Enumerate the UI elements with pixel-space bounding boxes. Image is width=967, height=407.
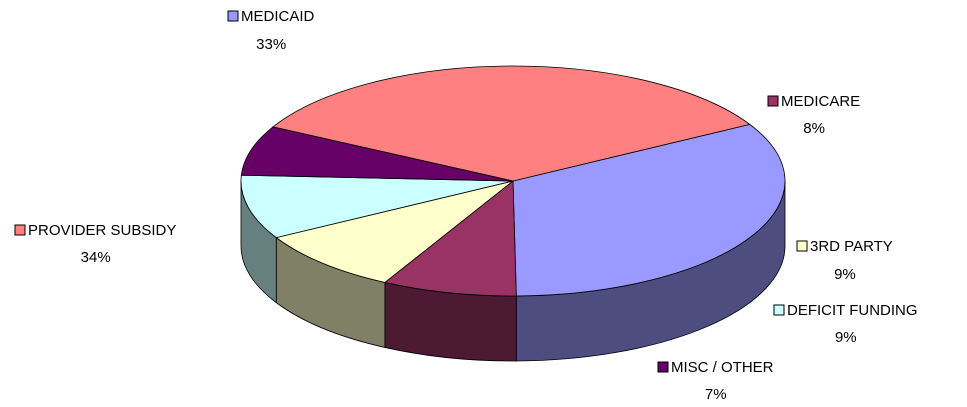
data-label-3rd-party: 3RD PARTY 9% <box>796 238 893 283</box>
slice-percent: 33% <box>256 36 286 53</box>
slice-name: MISC / OTHER <box>671 359 774 376</box>
label-swatch <box>14 224 26 236</box>
label-swatch <box>767 95 779 107</box>
slice-percent: 9% <box>834 266 856 283</box>
slice-percent: 34% <box>81 249 111 266</box>
slice-name: 3RD PARTY <box>810 238 893 255</box>
pie-slice-medicaid <box>512 123 786 297</box>
label-swatch <box>796 240 808 252</box>
data-label-provider-subsidy: PROVIDER SUBSIDY 34% <box>14 222 176 266</box>
pie-top <box>240 65 786 297</box>
slice-name: DEFICIT FUNDING <box>787 302 918 319</box>
data-label-misc-other: MISC / OTHER 7% <box>657 359 774 403</box>
slice-name: PROVIDER SUBSIDY <box>28 222 176 239</box>
label-swatch <box>657 361 669 373</box>
pie-slice-3rd-party <box>275 180 514 283</box>
slice-percent: 7% <box>705 386 727 402</box>
pie-slice-misc-other <box>240 126 514 182</box>
pie-slice-medicare <box>383 180 517 297</box>
data-label-medicare: MEDICARE 8% <box>767 93 860 137</box>
label-swatch <box>227 10 239 22</box>
slice-name: MEDICARE <box>781 93 860 110</box>
pie-sides <box>240 180 786 362</box>
pie-slice-provider-subsidy <box>272 65 751 182</box>
slice-percent: 8% <box>803 120 825 137</box>
pie-slice-deficit-funding <box>240 174 514 239</box>
data-label-deficit-funding: DEFICIT FUNDING 9% <box>773 302 918 346</box>
slice-percent: 9% <box>835 329 857 346</box>
label-swatch <box>773 304 785 316</box>
slice-name: MEDICAID <box>241 8 315 25</box>
data-label-medicaid: MEDICAID 33% <box>227 8 315 53</box>
